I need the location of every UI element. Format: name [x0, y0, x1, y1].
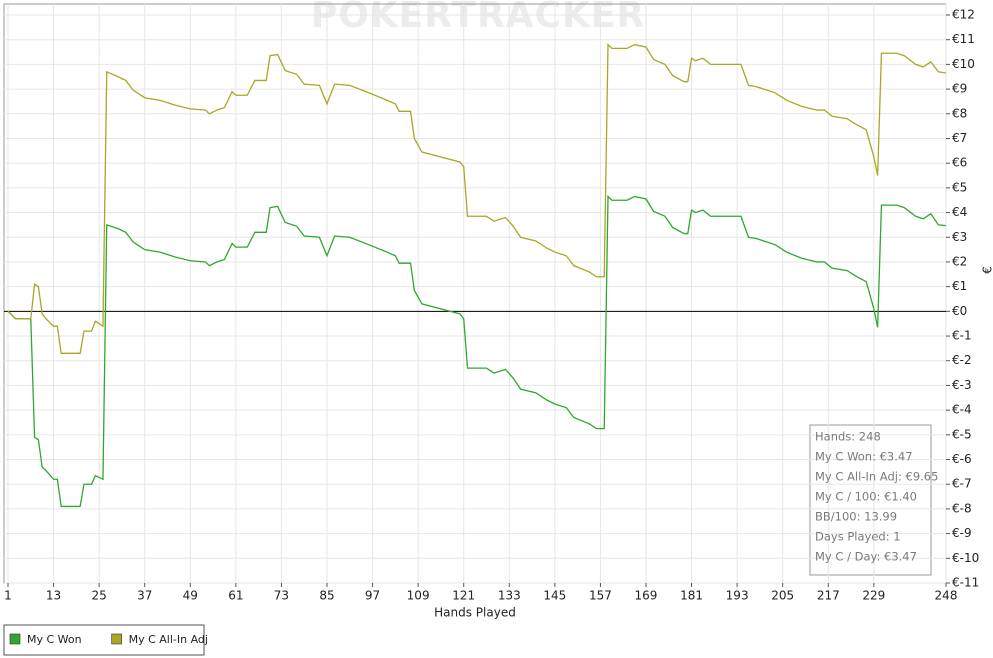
y-tick-label: €7	[952, 131, 967, 145]
x-tick-label: 169	[635, 589, 658, 603]
x-axis-label: Hands Played	[434, 606, 516, 620]
y-tick-label: €-8	[952, 501, 972, 515]
x-tick-label: 109	[407, 589, 430, 603]
x-tick-label: 205	[771, 589, 794, 603]
y-tick-label: €10	[952, 57, 975, 71]
y-tick-label: €4	[952, 205, 967, 219]
y-tick-label: €-7	[952, 477, 972, 491]
y-tick-label: €3	[952, 230, 967, 244]
y-tick-label: €9	[952, 82, 967, 96]
x-tick-label: 25	[92, 589, 107, 603]
legend-label: My C Won	[27, 633, 82, 646]
y-tick-label: €12	[952, 8, 975, 22]
stat-line: My C Won: €3.47	[815, 450, 913, 464]
x-tick-label: 217	[817, 589, 840, 603]
y-tick-label: €6	[952, 156, 967, 170]
stat-line: My C / 100: €1.40	[815, 490, 917, 504]
x-tick-label: 61	[228, 589, 243, 603]
x-tick-label: 145	[543, 589, 566, 603]
legend-label: My C All-In Adj	[129, 633, 208, 646]
y-tick-label: €11	[952, 32, 975, 46]
y-tick-label: €-5	[952, 427, 972, 441]
y-tick-label: €5	[952, 180, 967, 194]
x-tick-label: 73	[274, 589, 289, 603]
y-axis-label: €	[981, 266, 993, 274]
stats-box	[809, 424, 932, 576]
x-tick-label: 37	[137, 589, 152, 603]
legend-box	[3, 624, 205, 656]
series-line	[7, 194, 947, 508]
y-tick-label: €-4	[952, 403, 972, 417]
y-tick-label: €-3	[952, 378, 972, 392]
x-tick-label: 248	[935, 589, 958, 603]
x-tick-label: 133	[498, 589, 521, 603]
y-tick-label: €1	[952, 279, 967, 293]
x-tick-label: 193	[726, 589, 749, 603]
y-tick-label: €8	[952, 106, 967, 120]
y-tick-label: €-11	[952, 576, 979, 590]
stat-line: Hands: 248	[815, 430, 881, 444]
x-tick-label: 49	[183, 589, 198, 603]
x-tick-label: 229	[862, 589, 885, 603]
y-tick-label: €-9	[952, 526, 972, 540]
y-tick-label: €-1	[952, 329, 972, 343]
x-tick-label: 13	[46, 589, 61, 603]
y-tick-label: €2	[952, 254, 967, 268]
stat-line: My C / Day: €3.47	[815, 550, 917, 564]
stat-line: Days Played: 1	[815, 530, 901, 544]
x-tick-label: 97	[365, 589, 380, 603]
x-tick-label: 181	[680, 589, 703, 603]
watermark: POKERTRACKER	[311, 0, 645, 36]
grid	[4, 4, 947, 584]
series-line	[7, 43, 947, 354]
stat-line: My C All-In Adj: €9.65	[815, 470, 938, 484]
y-tick-label: €0	[952, 304, 967, 318]
legend-swatch	[9, 633, 21, 645]
legend-swatch	[111, 633, 122, 645]
x-tick-label: 85	[319, 589, 334, 603]
plot-frame	[3, 3, 947, 584]
x-tick-label: 1	[4, 589, 12, 603]
x-tick-label: 157	[589, 589, 612, 603]
y-tick-label: €-10	[952, 551, 979, 565]
x-tick-label: 121	[452, 589, 475, 603]
y-tick-label: €-2	[952, 353, 972, 367]
stat-line: BB/100: 13.99	[815, 510, 897, 524]
y-tick-label: €-6	[952, 452, 972, 466]
